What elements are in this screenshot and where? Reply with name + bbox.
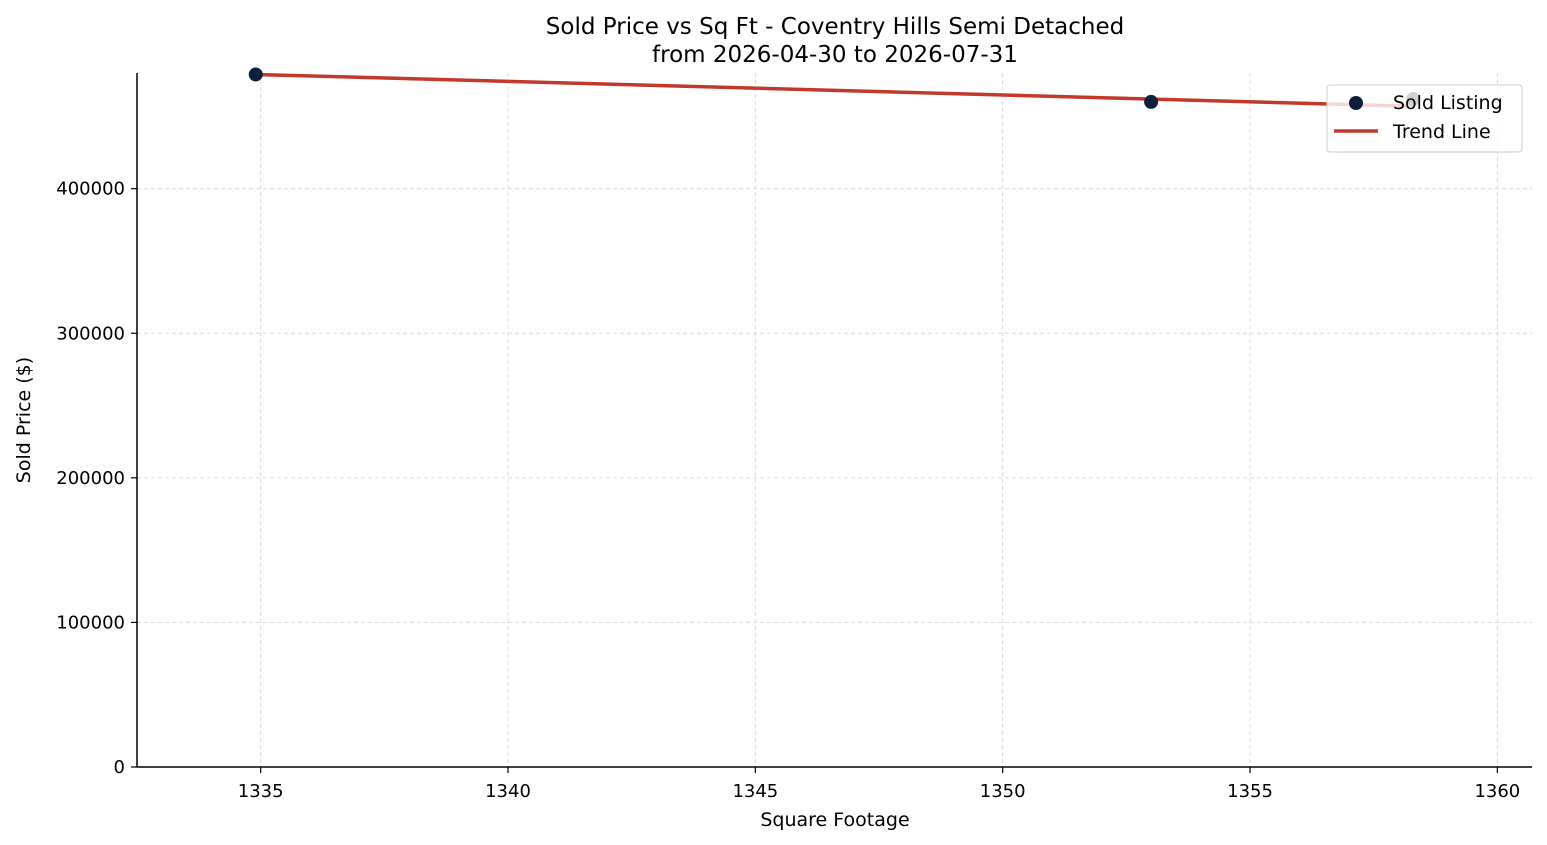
trend-layer [253, 72, 1416, 109]
chart-subtitle: from 2026-04-30 to 2026-07-31 [652, 42, 1018, 68]
legend-box [1326, 84, 1523, 153]
x-tick-label: 1340 [485, 781, 531, 802]
y-tick-label: 100000 [56, 612, 125, 633]
x-tick-label: 1355 [1227, 781, 1273, 802]
legend-marker-sold-listing [1349, 96, 1363, 110]
y-tick-label: 400000 [56, 179, 125, 200]
trend-line [253, 72, 1416, 109]
x-ticks: 1335 1340 1345 1350 1355 1360 [238, 767, 1520, 802]
y-tick-label: 300000 [56, 323, 125, 344]
x-tick-label: 1335 [238, 781, 284, 802]
legend-label-trend-line: Trend Line [1392, 121, 1491, 143]
scatter-point [248, 67, 263, 82]
x-tick-label: 1350 [980, 781, 1026, 802]
y-axis-label: Sold Price ($) [13, 357, 35, 483]
chart-title: Sold Price vs Sq Ft - Coventry Hills Sem… [546, 14, 1124, 40]
legend: Sold Listing Trend Line [1326, 84, 1523, 153]
y-ticks: 0 100000 200000 300000 400000 [56, 179, 137, 778]
scatter-point [1144, 94, 1159, 109]
x-axis-label: Square Footage [760, 809, 909, 831]
y-tick-label: 0 [114, 757, 125, 778]
x-tick-label: 1360 [1474, 781, 1520, 802]
grid-layer [137, 73, 1532, 767]
x-tick-label: 1345 [732, 781, 778, 802]
y-tick-label: 200000 [56, 468, 125, 489]
legend-label-sold-listing: Sold Listing [1393, 92, 1503, 114]
